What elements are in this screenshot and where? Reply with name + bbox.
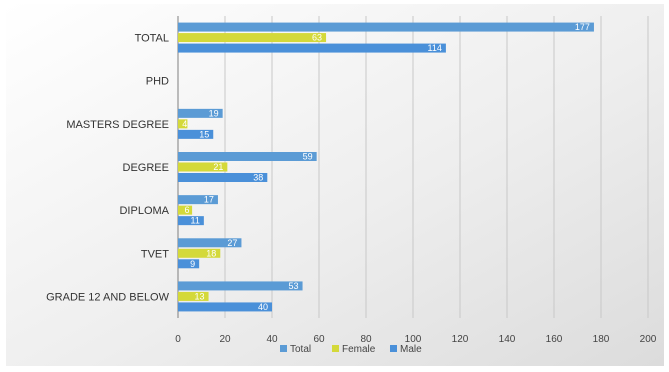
category-label: PHD — [146, 76, 169, 88]
category-label: DEGREE — [123, 162, 169, 174]
bar-total — [178, 238, 242, 248]
legend-swatch-male — [390, 345, 397, 352]
bar-total — [178, 152, 317, 161]
x-tick-label: 100 — [405, 334, 422, 345]
data-label: 11 — [191, 216, 200, 226]
data-label: 63 — [312, 33, 322, 43]
data-label: 21 — [213, 162, 223, 172]
bar-male — [178, 302, 272, 312]
x-tick-label: 20 — [219, 334, 231, 345]
category-label: TOTAL — [135, 33, 169, 45]
bar-total — [178, 281, 303, 291]
data-label: 9 — [190, 259, 195, 269]
category-label: MASTERS DEGREE — [66, 119, 169, 131]
data-label: 27 — [227, 238, 237, 248]
data-label: 59 — [303, 152, 313, 162]
x-tick-label: 200 — [640, 334, 657, 345]
category-label: TVET — [141, 248, 169, 260]
legend-label-male: Male — [400, 344, 422, 355]
x-tick-label: 120 — [452, 334, 469, 345]
bar-male — [178, 216, 204, 226]
data-label: 53 — [289, 281, 299, 291]
legend-label-total: Total — [290, 344, 311, 355]
x-tick-label: 140 — [499, 334, 516, 345]
x-tick-label: 60 — [313, 334, 325, 345]
data-label: 15 — [199, 129, 209, 139]
x-tick-label: 160 — [546, 334, 563, 345]
bar-female — [178, 162, 228, 172]
bar-male — [178, 129, 214, 139]
x-tick-label: 40 — [266, 334, 278, 345]
data-label: 6 — [185, 205, 190, 215]
data-label: 40 — [258, 302, 268, 312]
bar-female — [178, 291, 209, 301]
x-tick-label: 0 — [175, 334, 181, 345]
category-label: GRADE 12 AND BELOW — [46, 291, 169, 303]
category-label: DIPLOMA — [119, 205, 169, 217]
data-label: 13 — [195, 291, 205, 301]
legend-swatch-female — [332, 345, 339, 352]
bar-female — [178, 33, 327, 43]
bar-male — [178, 43, 446, 53]
bar-total — [178, 108, 223, 118]
chart-background — [6, 4, 664, 366]
legend-label-female: Female — [342, 344, 376, 355]
data-label: 18 — [206, 248, 216, 258]
data-label: 177 — [575, 22, 590, 32]
bar-female — [178, 248, 221, 258]
data-label: 17 — [204, 195, 214, 205]
data-label: 4 — [182, 119, 187, 129]
data-label: 38 — [253, 173, 263, 183]
x-tick-label: 80 — [360, 334, 372, 345]
bar-female — [178, 119, 188, 129]
legend-swatch-total — [280, 345, 287, 352]
bar-male — [178, 259, 200, 269]
data-label: 19 — [209, 108, 219, 118]
bar-total — [178, 195, 218, 205]
x-tick-label: 180 — [593, 334, 610, 345]
bar-female — [178, 205, 193, 215]
bar-male — [178, 173, 268, 182]
data-label: 114 — [428, 43, 442, 53]
bar-total — [178, 22, 594, 32]
